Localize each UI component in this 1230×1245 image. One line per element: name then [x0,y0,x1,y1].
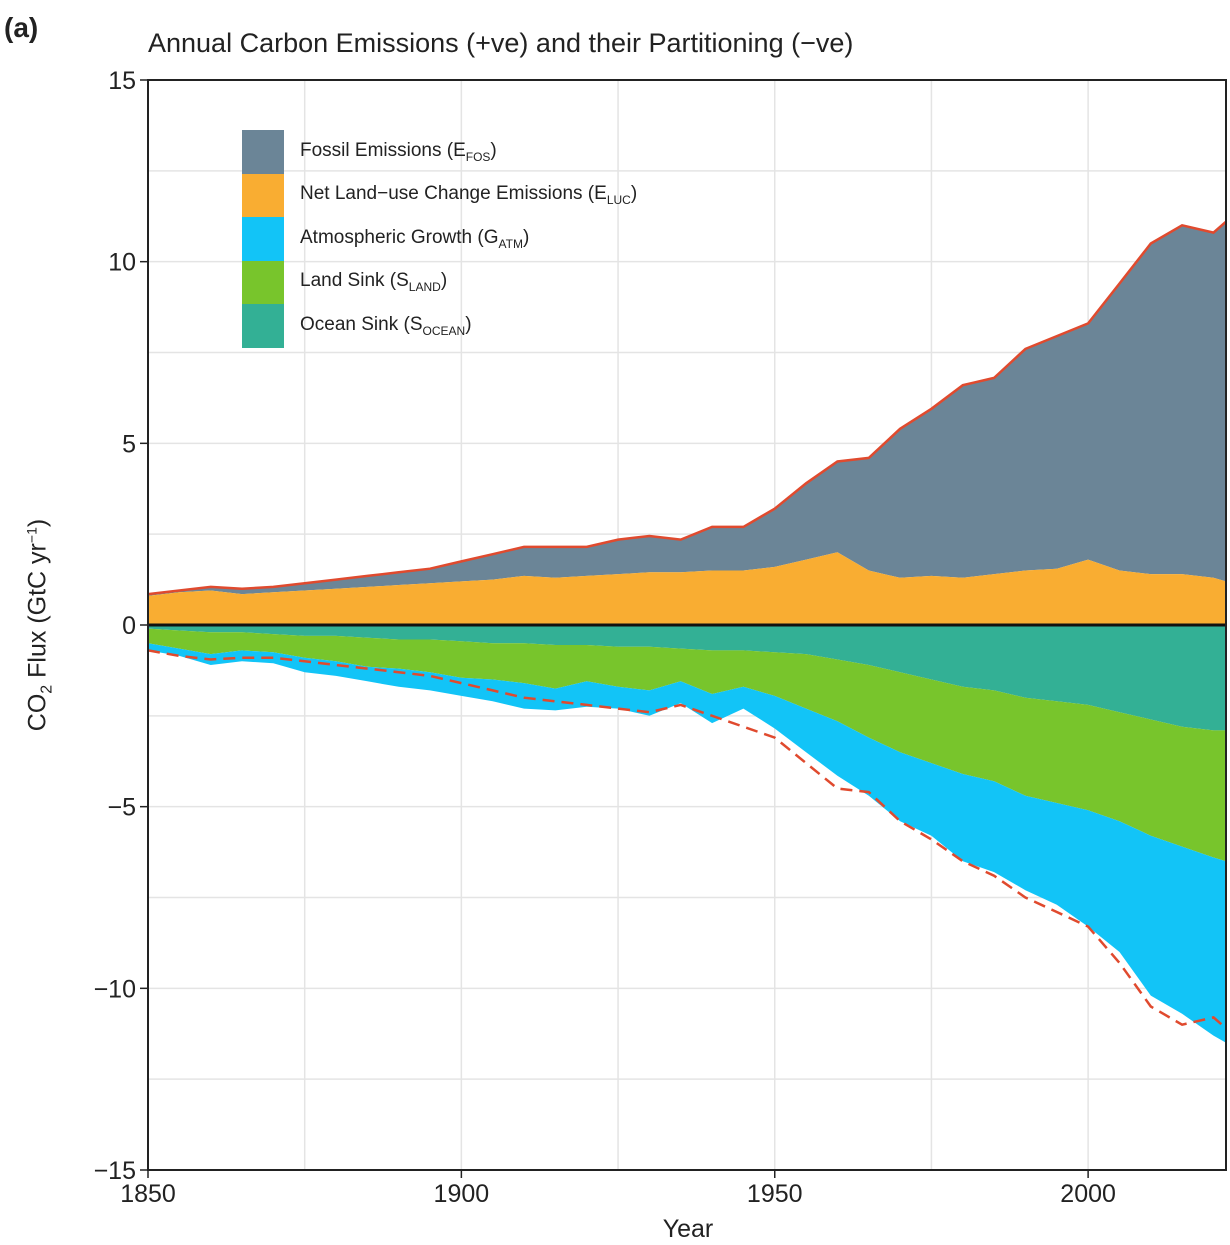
x-tick-label: 1950 [747,1180,803,1208]
x-tick-label: 1900 [434,1180,490,1208]
y-tick-label: −10 [94,975,136,1003]
y-axis-label-sub: 2 [38,684,56,694]
y-tick-label: 10 [108,249,136,277]
x-tick-label: 2000 [1060,1180,1116,1208]
legend-label-land: Land Sink (SLAND) [300,270,448,295]
legend-label-luc: Net Land−use Change Emissions (ELUC) [300,183,638,208]
legend-swatch-land [242,260,284,304]
y-tick-label: −5 [107,794,136,822]
x-tick-label: 1850 [120,1180,176,1208]
y-tick-label: −15 [94,1157,136,1185]
area-atmospheric-growth [148,643,1226,1043]
y-axis-label-mid: Flux (GtC yr [23,543,52,685]
legend-item-atm: Atmospheric Growth (GATM) [242,217,637,261]
legend-label-fossil: Fossil Emissions (EFOS) [300,139,497,164]
area-fossil-emissions [148,221,1226,596]
panel-label: (a) [4,12,39,43]
x-axis-label: Year [662,1215,714,1243]
legend-swatch-fossil [242,130,284,174]
y-axis-label: CO2 Flux (GtC yr−1) [23,519,56,731]
y-tick-label: 15 [108,67,136,95]
chart-title: Annual Carbon Emissions (+ve) and their … [148,28,854,58]
area-ocean-sink [148,625,1226,731]
legend-item-land: Land Sink (SLAND) [242,260,637,304]
y-axis-label-sup: −1 [23,527,40,544]
y-axis-label-pre: CO [23,693,52,732]
legend-swatch-ocean [242,304,284,348]
legend-label-ocean: Ocean Sink (SOCEAN) [300,313,472,338]
legend-swatch-atm [242,217,284,261]
area-land-use-change [148,552,1226,625]
legend-item-luc: Net Land−use Change Emissions (ELUC) [242,173,638,217]
legend-label-atm: Atmospheric Growth (GATM) [300,226,530,251]
legend: Fossil Emissions (EFOS) Net Land−use Cha… [242,130,637,348]
budget-dashed-line [148,649,1226,1030]
legend-item-ocean: Ocean Sink (SOCEAN) [242,304,637,348]
legend-item-fossil: Fossil Emissions (EFOS) [242,130,637,174]
area-land-sink [148,628,1226,862]
y-tick-label: 0 [122,612,136,640]
total-emissions-line [148,220,1226,596]
y-axis-label-post: ) [23,518,52,528]
legend-swatch-luc [242,173,284,217]
y-tick-label: 5 [122,430,136,458]
